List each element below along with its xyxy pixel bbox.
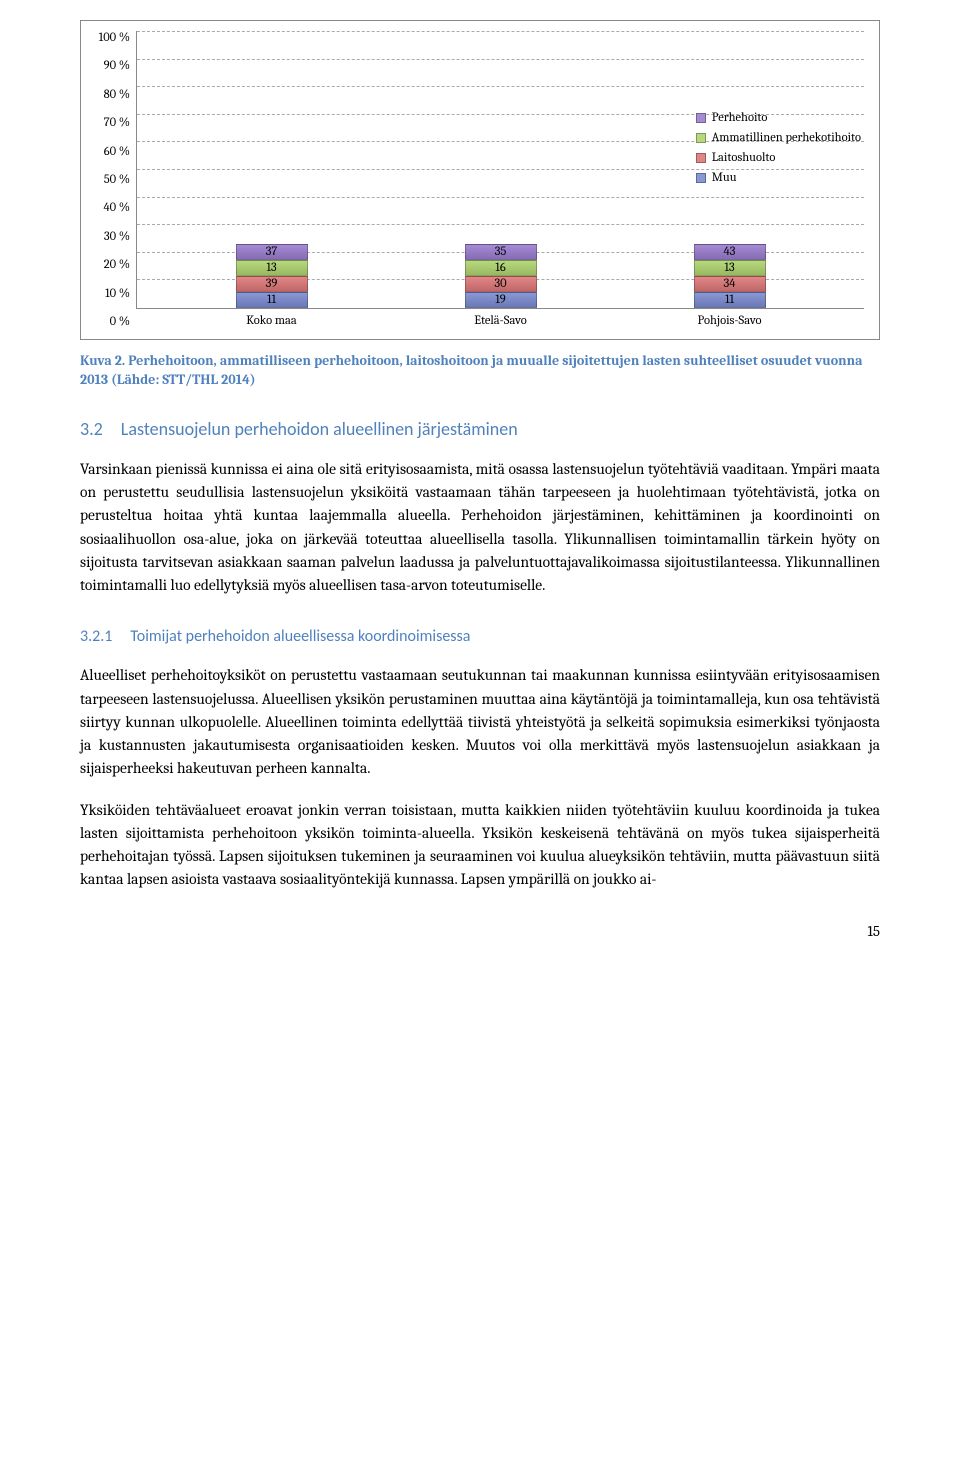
legend-label: Laitoshuolto — [712, 151, 776, 165]
section-title: Lastensuojelun perhehoidon alueellinen j… — [121, 418, 518, 440]
bar-segment: 11 — [236, 292, 308, 308]
bar: 19301635 — [465, 244, 537, 308]
y-tick-label: 50 % — [104, 173, 130, 187]
x-tick-label: Etelä-Savo — [441, 314, 561, 328]
legend: Perhehoito Ammatillinen perhekotihoito Lai… — [696, 111, 861, 191]
paragraph-2: Alueelliset perhehoitoyksiköt on peruste… — [80, 664, 880, 780]
bar-segment: 35 — [465, 244, 537, 260]
legend-label: Perhehoito — [712, 111, 768, 125]
bar: 11341343 — [694, 244, 766, 308]
y-tick-label: 80 % — [104, 88, 130, 102]
legend-item: Muu — [696, 171, 861, 185]
section-heading-3-2-1: 3.2.1 Toimijat perhehoidon alueellisessa… — [80, 627, 880, 646]
legend-swatch — [696, 133, 706, 143]
section-number: 3.2 — [80, 418, 103, 440]
bar-segment: 34 — [694, 276, 766, 292]
bar-segment: 16 — [465, 260, 537, 276]
bar-segment: 19 — [465, 292, 537, 308]
bar-segment: 43 — [694, 244, 766, 260]
bar-segment: 39 — [236, 276, 308, 292]
y-tick-label: 40 % — [104, 201, 131, 215]
paragraph-1: Varsinkaan pienissä kunnissa ei aina ole… — [80, 458, 880, 598]
page-number: 15 — [80, 922, 880, 940]
legend-label: Muu — [712, 171, 737, 185]
legend-item: Perhehoito — [696, 111, 861, 125]
x-tick-label: Pohjois-Savo — [670, 314, 790, 328]
legend-swatch — [696, 173, 706, 183]
y-tick-label: 20 % — [104, 258, 130, 272]
bar: 11391337 — [236, 244, 308, 308]
legend-item: Laitoshuolto — [696, 151, 861, 165]
y-tick-label: 60 % — [104, 145, 130, 159]
legend-swatch — [696, 113, 706, 123]
bar-segment: 37 — [236, 244, 308, 260]
bar-segment: 13 — [694, 260, 766, 276]
caption-label: Kuva 2. — [80, 352, 125, 369]
y-tick-label: 10 % — [105, 287, 130, 301]
section-heading-3-2: 3.2 Lastensuojelun perhehoidon alueellin… — [80, 418, 880, 440]
bar-segment: 11 — [694, 292, 766, 308]
y-tick-label: 30 % — [104, 230, 130, 244]
legend-swatch — [696, 153, 706, 163]
subsection-title: Toimijat perhehoidon alueellisessa koord… — [130, 627, 470, 646]
caption-text: Perhehoitoon, ammatilliseen perhehoitoon… — [80, 352, 862, 388]
y-tick-label: 70 % — [104, 116, 130, 130]
legend-label: Ammatillinen perhekotihoito — [712, 131, 861, 145]
bar-segment: 30 — [465, 276, 537, 292]
x-tick-label: Koko maa — [212, 314, 332, 328]
stacked-bar-chart: 100 % 90 % 80 % 70 % 60 % 50 % 40 % 30 % 20 % 10 … — [80, 20, 880, 340]
paragraph-3: Yksiköiden tehtäväalueet eroavat jonkin … — [80, 799, 880, 892]
y-tick-label: 90 % — [104, 59, 130, 73]
bar-segment: 13 — [236, 260, 308, 276]
y-axis: 100 % 90 % 80 % 70 % 60 % 50 % 40 % 30 % 20 % 10 … — [91, 31, 136, 329]
subsection-number: 3.2.1 — [80, 627, 112, 646]
y-tick-label: 0 % — [110, 315, 130, 329]
legend-item: Ammatillinen perhekotihoito — [696, 131, 861, 145]
figure-caption: Kuva 2. Perhehoitoon, ammatilliseen perh… — [80, 352, 880, 390]
y-tick-label: 100 % — [99, 31, 130, 45]
